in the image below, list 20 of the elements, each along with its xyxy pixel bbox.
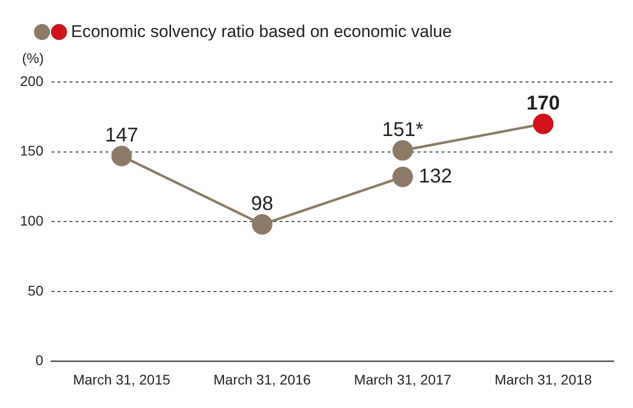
y-tick-label: 50 [28,282,44,298]
y-tick-label: 100 [20,212,44,228]
x-tick-label: March 31, 2015 [72,371,170,388]
point [392,166,413,188]
x-tick-label: March 31, 2017 [354,371,452,388]
data-label: 98 [251,192,274,215]
data-label: 132 [418,165,452,188]
y-tick-label: 200 [20,72,44,89]
data-label: 170 [526,92,560,114]
y-tick-label: 150 [20,142,44,159]
x-tick-label: March 31, 2018 [494,371,592,388]
point [252,214,272,235]
x-tick-label: March 31, 2016 [214,371,312,388]
point [111,146,132,166]
data-label: 147 [104,124,138,147]
legend-label: Economic solvency ratio based on economic value [71,22,452,42]
data-label: 151* [382,118,424,141]
y-axis-title: (%) [22,50,44,66]
point [532,114,554,134]
y-tick-label: 0 [36,352,44,368]
